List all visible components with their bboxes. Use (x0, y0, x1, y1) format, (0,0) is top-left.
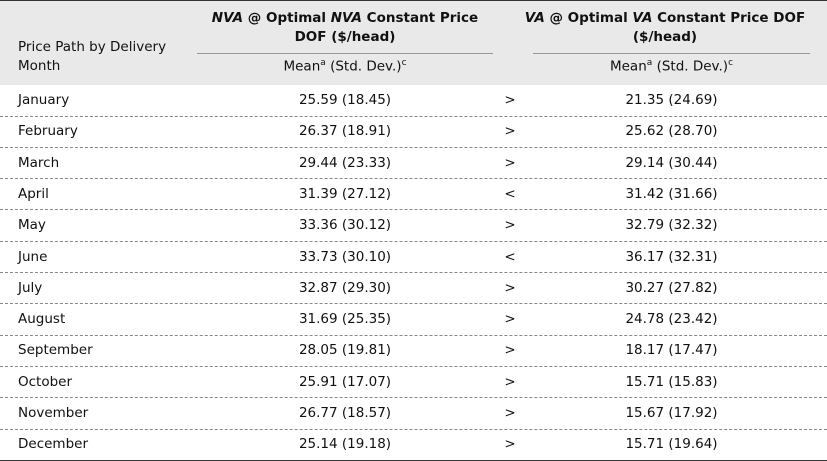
comparison: > (504, 123, 516, 140)
table-row: October 25.91 (17.07) >15.71 (15.83) (0, 367, 827, 399)
table-row: April 31.39 (27.12) <31.42 (31.66) (0, 179, 827, 211)
sub-part: c (728, 58, 734, 68)
nva-value: 31.39 (27.12) (298, 185, 392, 202)
comparison: > (504, 405, 516, 421)
col3-subheader: Meana (Std. Dev.)c (533, 58, 810, 75)
nva-value: 25.59 (18.45) (298, 92, 392, 108)
nva-value: 25.14 (19.18) (298, 436, 392, 453)
table-row: August 31.69 (25.35) >24.78 (23.42) (0, 304, 827, 336)
row-label-header: Price Path by Delivery Month (18, 39, 167, 74)
header-rule (533, 53, 810, 54)
va-value: 24.78 (23.42) (625, 311, 718, 328)
nva-value: 33.36 (30.12) (298, 217, 392, 234)
title-part: VA (632, 10, 653, 26)
title-part: VA (524, 10, 545, 26)
va-value: 18.17 (17.47) (625, 342, 718, 359)
table-row: May 33.36 (30.12) >32.79 (32.32) (0, 210, 827, 242)
header-rule (197, 53, 493, 54)
title-part: NVA (330, 10, 362, 26)
comparison: > (504, 92, 516, 108)
nva-value: 26.77 (18.57) (298, 405, 392, 421)
month: January (18, 92, 70, 108)
nva-value: 26.37 (18.91) (298, 123, 392, 140)
va-value: 21.35 (24.69) (625, 92, 718, 108)
nva-value: 31.69 (25.35) (298, 311, 392, 328)
month: August (18, 311, 66, 328)
comparison: > (504, 217, 516, 234)
comparison: > (504, 342, 516, 359)
nva-value: 29.44 (23.33) (298, 154, 392, 171)
va-value: 15.71 (15.83) (625, 373, 718, 390)
comparison: < (504, 185, 516, 202)
sub-part: (Std. Dev.) (652, 58, 729, 75)
comparison: > (504, 154, 516, 171)
va-value: 25.62 (28.70) (625, 123, 718, 140)
va-value: 32.79 (32.32) (625, 217, 718, 234)
va-value: 31.42 (31.66) (625, 185, 718, 202)
month: September (18, 342, 93, 359)
nva-value: 33.73 (30.10) (298, 248, 392, 265)
comparison: > (504, 436, 516, 453)
title-part: Constant Price DOF ($/head) (294, 10, 479, 45)
sub-part: Mean (283, 58, 321, 75)
comparison: > (504, 311, 516, 328)
table-row: July 32.87 (29.30) >30.27 (27.82) (0, 273, 827, 305)
title-part: Constant Price DOF ($/head) (632, 10, 806, 45)
table-row: January 25.59 (18.45) >21.35 (24.69) (0, 85, 827, 117)
table-row: February 26.37 (18.91) >25.62 (28.70) (0, 116, 827, 148)
month: February (18, 123, 78, 140)
va-value: 30.27 (27.82) (625, 279, 718, 296)
month: July (18, 279, 43, 296)
nva-value: 25.91 (17.07) (298, 373, 392, 390)
col2-subheader: Meana (Std. Dev.)c (197, 58, 493, 75)
table-row: November 26.77 (18.57) >15.67 (17.92) (0, 398, 827, 430)
comparison: > (504, 373, 516, 390)
table-header: Price Path by Delivery Month NVA @ Optim… (0, 0, 827, 85)
table-row: June 33.73 (30.10) <36.17 (32.31) (0, 242, 827, 274)
table-row: December 25.14 (19.18) >15.71 (19.64) (0, 429, 827, 461)
va-value: 29.14 (30.44) (625, 154, 718, 171)
comparison: > (504, 279, 516, 296)
title-part: @ Optimal (243, 10, 331, 26)
va-value: 15.71 (19.64) (625, 436, 718, 453)
month: November (18, 405, 89, 421)
month: April (18, 185, 49, 202)
sub-part: c (401, 58, 407, 68)
month: June (18, 248, 48, 265)
comparison: < (504, 248, 516, 265)
col2-title: NVA @ Optimal NVA Constant Price DOF ($/… (197, 9, 493, 47)
title-part: NVA (211, 10, 244, 26)
va-value: 15.67 (17.92) (625, 405, 718, 421)
title-part: @ Optimal (544, 10, 633, 26)
va-value: 36.17 (32.31) (625, 248, 718, 265)
month: May (18, 217, 46, 234)
col3-title: VA @ Optimal VA Constant Price DOF ($/he… (520, 9, 810, 47)
sub-part: Mean (609, 58, 647, 75)
month: December (18, 436, 89, 453)
sub-part: a (320, 58, 326, 68)
month: March (18, 154, 60, 171)
sub-part: (Std. Dev.) (325, 58, 402, 75)
nva-value: 32.87 (29.30) (298, 279, 392, 296)
table-row: September 28.05 (19.81) >18.17 (17.47) (0, 335, 827, 367)
sub-part: a (646, 58, 653, 68)
nva-value: 28.05 (19.81) (298, 342, 392, 359)
table-row: March 29.44 (23.33) >29.14 (30.44) (0, 148, 827, 180)
month: October (18, 373, 73, 390)
